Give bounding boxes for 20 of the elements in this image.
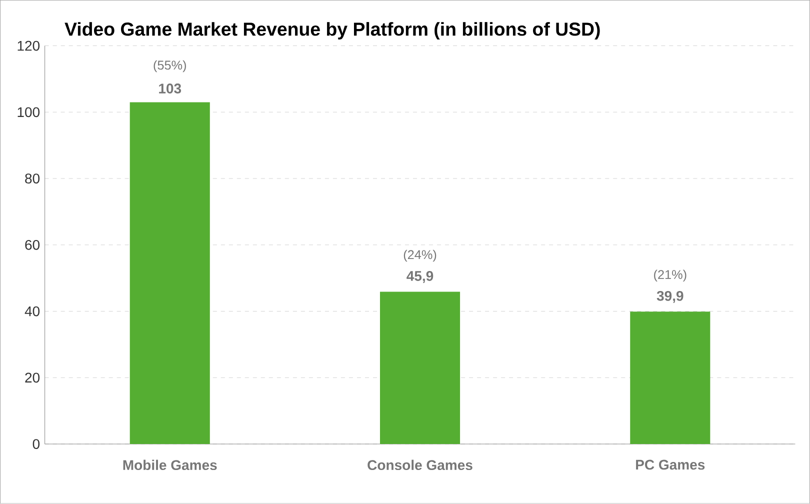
x-tick-label: Mobile Games (123, 460, 217, 470)
annotation: (24%) (404, 250, 436, 262)
y-tick-label: 80 (25, 174, 40, 184)
y-tick-label: 100 (18, 107, 40, 118)
data-label: 45,9 (406, 271, 434, 284)
y-tick-label: 40 (24, 306, 40, 316)
y-tick-label: 120 (18, 40, 40, 51)
bar (630, 312, 710, 444)
bar (130, 102, 210, 444)
y-tick-label: 60 (25, 240, 40, 250)
y-tick-label: 0 (32, 439, 40, 450)
y-tick-label: 20 (25, 372, 40, 383)
data-label: 103 (159, 84, 182, 94)
chart-title: Video Game Market Revenue by Platform (in billions of USD) (64, 22, 600, 40)
x-tick-label: PC Games (636, 460, 705, 470)
annotation: (55%) (154, 60, 186, 72)
data-label: 39,9 (656, 291, 684, 303)
x-tick-label: Console Games (368, 460, 472, 470)
bar (380, 292, 460, 444)
annotation: (21%) (654, 270, 686, 282)
